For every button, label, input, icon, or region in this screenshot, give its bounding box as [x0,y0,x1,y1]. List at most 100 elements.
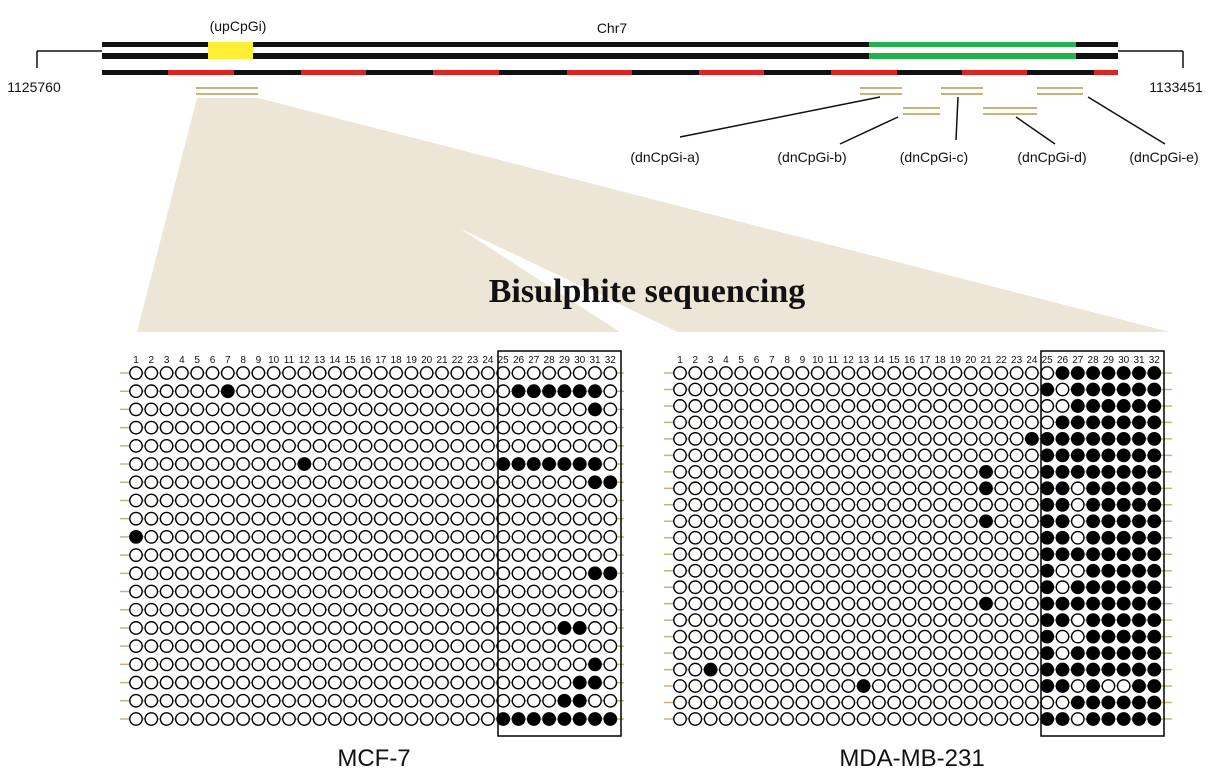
cpg-unmethylated [327,457,342,471]
cpg-unmethylated [511,438,526,453]
cpg-unmethylated [780,366,794,380]
cpg-unmethylated [266,639,281,654]
cpg-unmethylated [312,475,327,490]
dncpgi-label: (dnCpGi-e) [1129,149,1198,165]
cpg-unmethylated [220,693,235,708]
cpg-unmethylated [144,712,159,726]
cpg-unmethylated [902,580,917,595]
cpg-methylated [1147,613,1162,628]
cpg-unmethylated [673,497,687,512]
cpg-unmethylated [526,693,541,708]
cpg-unmethylated [872,695,886,710]
cpg-methylated [1086,662,1101,677]
cpg-unmethylated [856,530,871,545]
cpg-methylated [572,457,587,471]
cpg-unmethylated [749,382,764,397]
cpg-unmethylated [480,475,495,490]
cpg-unmethylated [948,629,963,644]
cpg-unmethylated [542,584,556,599]
cpg-unmethylated [343,621,358,635]
cpg-site-number: 5 [738,355,744,366]
cpg-methylated [129,529,143,544]
cpg-unmethylated [450,529,465,544]
cpg-unmethylated [404,493,419,508]
cpg-methylated [511,457,526,471]
cpg-unmethylated [1055,629,1070,644]
cpg-unmethylated [312,438,327,453]
cpg-methylated [1116,712,1131,726]
cpg-unmethylated [159,639,174,654]
cpg-unmethylated [902,695,917,710]
cpg-unmethylated [719,613,733,628]
cpg-unmethylated [1070,563,1085,578]
cpg-unmethylated [312,712,327,726]
cpg-unmethylated [902,646,917,660]
cpg-unmethylated [887,448,902,463]
cpg-unmethylated [327,712,342,726]
cpg-unmethylated [526,475,541,490]
cpg-unmethylated [404,639,419,654]
cpg-unmethylated [404,584,419,599]
cpg-unmethylated [511,657,526,672]
cpg-unmethylated [810,662,825,677]
cpg-unmethylated [963,530,978,545]
cpg-unmethylated [917,695,932,710]
cpg-unmethylated [435,457,449,471]
cpg-unmethylated [826,432,840,446]
cpg-unmethylated [557,366,572,380]
cpg-unmethylated [795,629,810,644]
cpg-methylated [1055,366,1070,380]
chromosome-inner [102,47,1118,53]
cpg-methylated [542,457,556,471]
cpg-unmethylated [496,475,511,490]
cpg-unmethylated [902,432,917,446]
cpg-unmethylated [856,563,871,578]
cpg-unmethylated [979,432,993,446]
cpg-unmethylated [358,621,373,635]
dncpgi-label: (dnCpGi-c) [900,149,968,165]
cpg-unmethylated [994,580,1009,595]
cpg-unmethylated [205,511,220,526]
cpg-unmethylated [312,602,327,617]
cpg-unmethylated [780,695,794,710]
cpg-unmethylated [688,497,703,512]
cpg-methylated [1147,399,1162,413]
cpg-unmethylated [902,448,917,463]
cpg-site-number: 17 [375,355,387,366]
cpg-unmethylated [174,712,189,726]
cpg-unmethylated [220,511,235,526]
cpg-unmethylated [872,399,886,413]
cpg-unmethylated [749,679,764,693]
cpg-unmethylated [266,693,281,708]
cpg-unmethylated [749,547,764,562]
upcpgi-label: (upCpGi) [210,18,267,34]
cpg-unmethylated [435,712,449,726]
cpg-unmethylated [282,529,296,544]
cpg-unmethylated [220,548,235,563]
cpg-unmethylated [129,384,143,399]
cpg-unmethylated [205,693,220,708]
cpg-unmethylated [948,679,963,693]
cpg-unmethylated [933,695,947,710]
cpg-unmethylated [719,481,733,496]
cpg-unmethylated [358,438,373,453]
cpg-unmethylated [856,580,871,595]
end-coordinate: 1133451 [1149,79,1203,95]
cpg-unmethylated [841,514,856,529]
cpg-unmethylated [1025,415,1039,430]
cpg-methylated [1040,514,1055,529]
cpg-unmethylated [129,639,143,654]
cpg-unmethylated [963,596,978,611]
cpg-unmethylated [917,712,932,726]
cpg-unmethylated [826,662,840,677]
cpg-unmethylated [1009,481,1024,496]
cpg-unmethylated [994,415,1009,430]
cpg-unmethylated [963,415,978,430]
cpg-unmethylated [174,602,189,617]
cpg-unmethylated [719,530,733,545]
clone-row [120,566,624,581]
cpg-unmethylated [496,438,511,453]
cpg-unmethylated [780,679,794,693]
cpg-unmethylated [159,457,174,471]
cpg-unmethylated [979,646,993,660]
